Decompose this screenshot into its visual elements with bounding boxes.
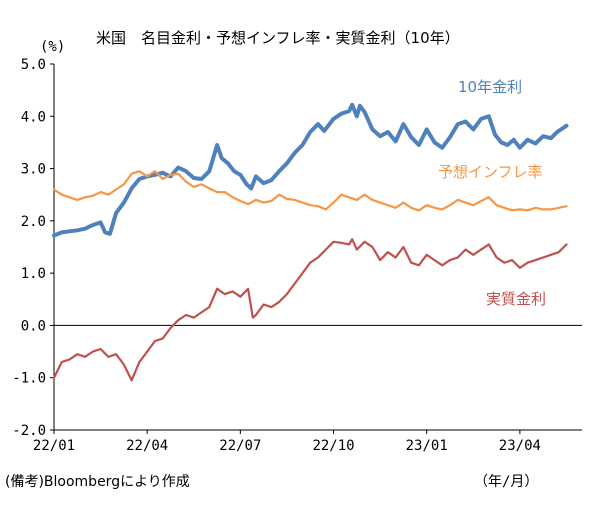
- chart-title: 米国 名目金利・予想インフレ率・実質金利（10年）: [96, 29, 460, 47]
- series-label-1: 10年金利: [458, 78, 522, 96]
- series-line-1: [52, 102, 569, 238]
- axes: 5.0 4.0 3.0 2.0 1.0 0.0 -1.0 -2.022/01 22/04 22/0…: [12, 57, 582, 454]
- y-tick-label: 0.0: [21, 318, 46, 334]
- y-tick-label: 2.0: [21, 214, 46, 230]
- y-tick-label: 3.0: [21, 162, 46, 178]
- x-tick-label: 22/10: [312, 438, 354, 454]
- series-label-2: 予想インフレ率: [438, 163, 543, 181]
- source-note: (備考)Bloombergにより作成: [5, 474, 190, 490]
- x-tick-label: 23/04: [499, 438, 541, 454]
- series-lines: [52, 102, 569, 382]
- x-axis-unit: （年/月）: [474, 474, 538, 490]
- series-line-3: [52, 238, 568, 382]
- x-tick-label: 22/01: [33, 438, 75, 454]
- series-label-3: 実質金利: [486, 290, 546, 308]
- series-line-2: [52, 170, 568, 212]
- y-axis-unit: (%): [40, 39, 65, 55]
- y-tick-label: 1.0: [21, 266, 46, 282]
- y-tick-label: 4.0: [21, 109, 46, 125]
- x-tick-label: 22/07: [219, 438, 261, 454]
- y-tick-label: -2.0: [12, 423, 46, 439]
- x-tick-label: 23/01: [406, 438, 448, 454]
- y-tick-label: -1.0: [12, 371, 46, 387]
- y-tick-label: 5.0: [21, 57, 46, 73]
- x-tick-label: 22/04: [126, 438, 168, 454]
